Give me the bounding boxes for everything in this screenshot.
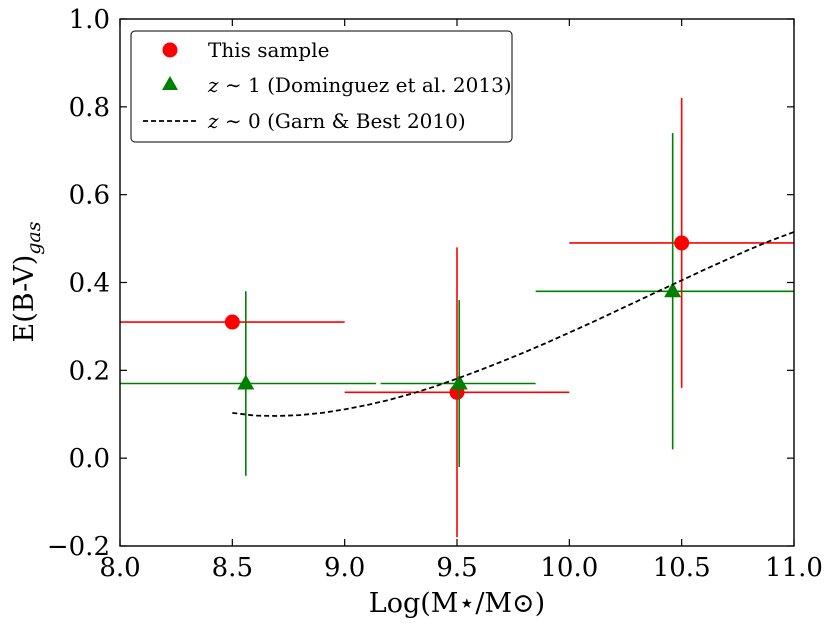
- y-axis-label: E(B-V)gas: [9, 221, 45, 342]
- legend-label-z0: z ∼ 0 (Garn & Best 2010): [207, 109, 466, 133]
- series-1-point: [450, 374, 468, 390]
- legend: This sample z ∼ 1 (Dominguez et al. 2013…: [130, 30, 513, 143]
- legend-box: [130, 30, 513, 143]
- series-1-point: [664, 282, 682, 298]
- legend-marker-this-sample: [162, 42, 178, 58]
- data-layer: [120, 98, 795, 538]
- legend-label-z1: z ∼ 1 (Dominguez et al. 2013): [207, 73, 512, 97]
- y-tick-label: 0.4: [69, 269, 110, 299]
- series-1-point: [237, 374, 255, 390]
- y-tick-label: 0.2: [69, 356, 110, 386]
- x-tick-label: 8.5: [212, 553, 253, 583]
- series-0-point: [674, 235, 690, 251]
- x-axis-label: Log(M⋆/M⊙): [369, 588, 545, 619]
- series-2-line: [232, 231, 795, 417]
- y-tick-label: 1.0: [69, 5, 110, 35]
- y-tick-label: −0.2: [47, 532, 110, 562]
- ticks-layer: 8.0 8.5 9.0 9.5 10.0 10.5 11.0 −0.2 0.0 0.2 0.4 0.6…: [47, 5, 823, 583]
- x-tick-label: 8.0: [99, 553, 140, 583]
- y-tick-label: 0.8: [69, 93, 110, 123]
- series-0-point: [224, 314, 240, 330]
- y-tick-label: 0.6: [69, 181, 110, 211]
- x-tick-label: 9.0: [324, 553, 365, 583]
- x-tick-label: 9.5: [436, 553, 477, 583]
- y-tick-label: 0.0: [69, 444, 110, 474]
- x-tick-label: 11.0: [765, 553, 823, 583]
- legend-label-this-sample: This sample: [208, 38, 329, 62]
- plot-frame: [119, 18, 795, 547]
- legend-marker-z1: [162, 76, 178, 90]
- x-tick-label: 10.5: [653, 553, 711, 583]
- x-tick-label: 10.0: [540, 553, 598, 583]
